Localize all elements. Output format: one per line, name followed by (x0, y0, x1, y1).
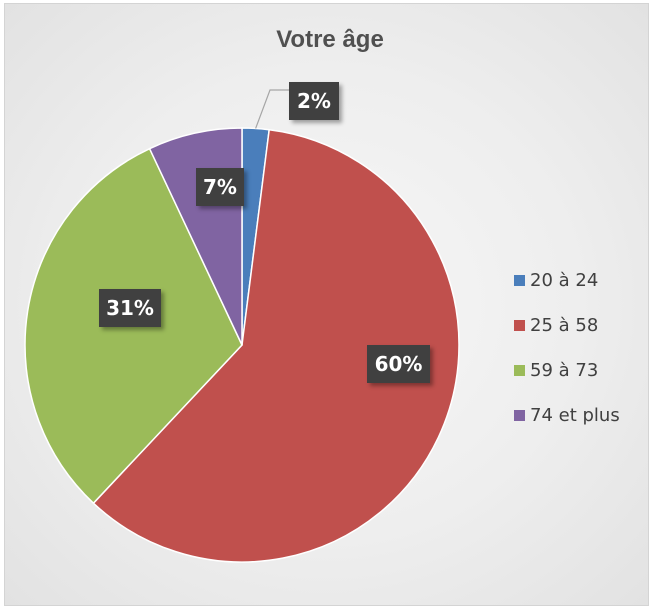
legend: 20 à 24 25 à 58 59 à 73 74 et plus (514, 258, 620, 438)
pie-slice (92, 128, 460, 563)
legend-item: 20 à 24 (514, 258, 620, 303)
legend-swatch (514, 365, 525, 376)
legend-label: 25 à 58 (530, 315, 599, 336)
data-label: 7% (196, 168, 244, 206)
leader-line (255, 89, 289, 129)
data-label: 2% (289, 82, 339, 120)
chart-title: Votre âge (276, 26, 384, 53)
legend-label: 20 à 24 (530, 270, 599, 291)
data-label: 31% (99, 289, 161, 327)
data-label: 60% (367, 345, 430, 383)
legend-item: 59 à 73 (514, 348, 620, 393)
legend-swatch (514, 320, 525, 331)
legend-swatch (514, 410, 525, 421)
legend-swatch (514, 275, 525, 286)
legend-item: 74 et plus (514, 393, 620, 438)
legend-label: 59 à 73 (530, 360, 599, 381)
legend-label: 74 et plus (530, 405, 620, 426)
legend-item: 25 à 58 (514, 303, 620, 348)
